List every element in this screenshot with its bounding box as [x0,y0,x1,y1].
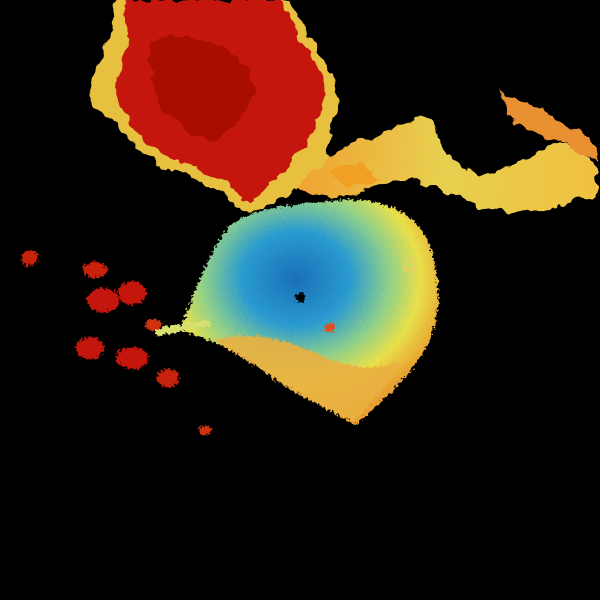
echo-streak [290,90,598,213]
echo-main [180,199,439,425]
echo-north [89,0,337,215]
echo-cells [22,250,211,435]
